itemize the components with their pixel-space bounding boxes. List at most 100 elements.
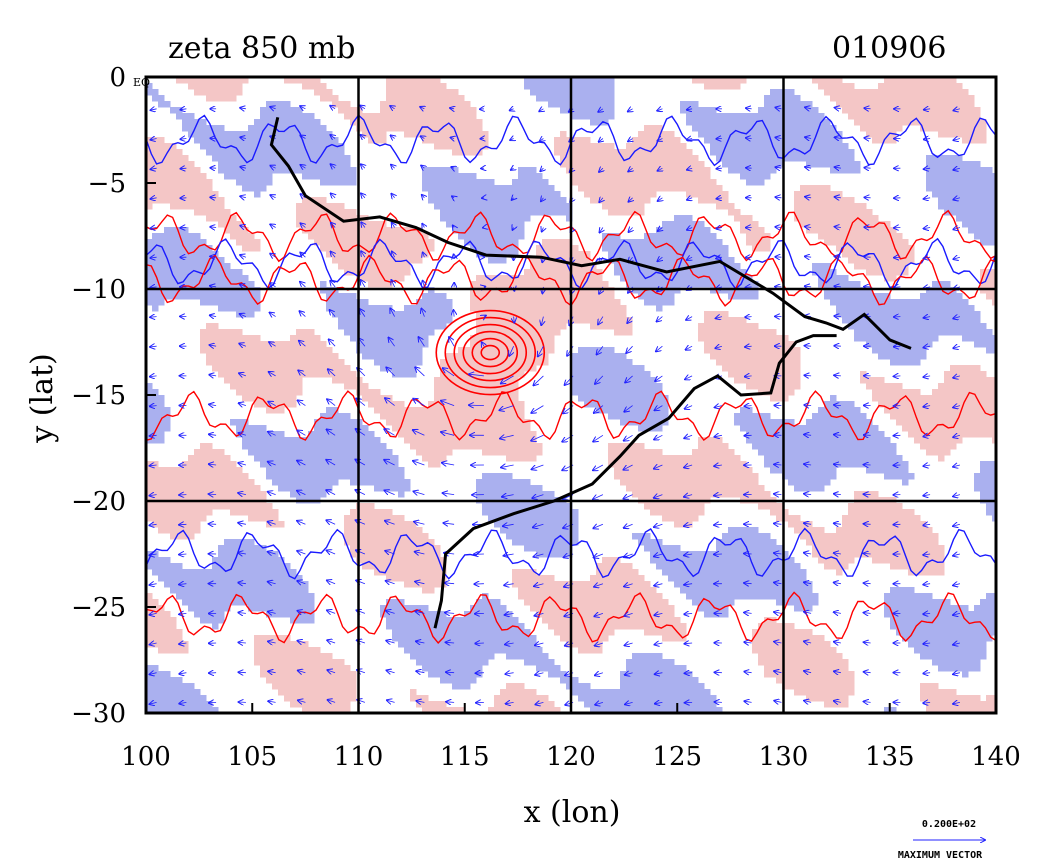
positive-vorticity-cell [362, 245, 369, 252]
positive-vorticity-cell [950, 371, 957, 378]
negative-vorticity-cell [368, 431, 375, 438]
positive-vorticity-cell [482, 311, 489, 318]
negative-vorticity-cell [290, 455, 297, 462]
negative-vorticity-cell [866, 329, 873, 336]
positive-vorticity-cell [860, 113, 867, 120]
positive-vorticity-cell [242, 77, 249, 84]
positive-vorticity-cell [902, 269, 909, 276]
positive-vorticity-cell [950, 83, 957, 90]
negative-vorticity-cell [896, 317, 903, 324]
negative-vorticity-cell [890, 335, 897, 342]
negative-vorticity-cell [266, 155, 273, 162]
negative-vorticity-cell [434, 323, 441, 330]
negative-vorticity-cell [902, 335, 909, 342]
positive-vorticity-cell [530, 281, 537, 288]
negative-vorticity-cell [566, 83, 573, 90]
negative-vorticity-cell [824, 401, 831, 408]
positive-vorticity-cell [794, 359, 801, 366]
positive-vorticity-cell [728, 365, 735, 372]
positive-vorticity-cell [338, 203, 345, 210]
negative-vorticity-cell [902, 353, 909, 360]
negative-vorticity-cell [866, 449, 873, 456]
positive-vorticity-cell [884, 131, 891, 138]
positive-vorticity-cell [956, 407, 963, 414]
positive-vorticity-cell [338, 233, 345, 240]
positive-vorticity-cell [842, 233, 849, 240]
positive-vorticity-cell [464, 413, 471, 420]
negative-vorticity-cell [392, 461, 399, 468]
positive-vorticity-cell [518, 353, 525, 360]
positive-vorticity-cell [164, 185, 171, 192]
negative-vorticity-cell [200, 257, 207, 264]
positive-vorticity-cell [242, 383, 249, 390]
negative-vorticity-cell [626, 371, 633, 378]
positive-vorticity-cell [692, 449, 699, 456]
positive-vorticity-cell [224, 329, 231, 336]
negative-vorticity-cell [650, 407, 657, 414]
negative-vorticity-cell [764, 455, 771, 462]
positive-vorticity-cell [398, 107, 405, 114]
positive-vorticity-cell [746, 239, 753, 246]
negative-vorticity-cell [158, 407, 165, 414]
positive-vorticity-cell [932, 389, 939, 396]
positive-vorticity-cell [536, 275, 543, 282]
positive-vorticity-cell [512, 413, 519, 420]
negative-vorticity-cell [596, 395, 603, 402]
negative-vorticity-cell [494, 233, 501, 240]
negative-vorticity-cell [176, 263, 183, 270]
negative-vorticity-cell [596, 353, 603, 360]
negative-vorticity-cell [776, 443, 783, 450]
positive-vorticity-cell [692, 155, 699, 162]
positive-vorticity-cell [644, 137, 651, 144]
negative-vorticity-cell [410, 359, 417, 366]
positive-vorticity-cell [440, 125, 447, 132]
positive-vorticity-cell [710, 311, 717, 318]
positive-vorticity-cell [392, 95, 399, 102]
positive-vorticity-cell [908, 257, 915, 264]
positive-vorticity-cell [386, 413, 393, 420]
positive-vorticity-cell [236, 383, 243, 390]
negative-vorticity-cell [566, 89, 573, 96]
positive-vorticity-cell [938, 389, 945, 396]
positive-vorticity-cell [410, 101, 417, 108]
positive-vorticity-cell [338, 263, 345, 270]
negative-vorticity-cell [848, 401, 855, 408]
positive-vorticity-cell [494, 449, 501, 456]
negative-vorticity-cell [932, 305, 939, 312]
negative-vorticity-cell [728, 275, 735, 282]
negative-vorticity-cell [650, 419, 657, 426]
positive-vorticity-cell [236, 227, 243, 234]
negative-vorticity-cell [416, 305, 423, 312]
negative-vorticity-cell [572, 371, 579, 378]
positive-vorticity-cell [896, 113, 903, 120]
negative-vorticity-cell [788, 113, 795, 120]
negative-vorticity-cell [464, 215, 471, 222]
negative-vorticity-cell [914, 353, 921, 360]
positive-vorticity-cell [734, 83, 741, 90]
negative-vorticity-cell [428, 329, 435, 336]
positive-vorticity-cell [644, 155, 651, 162]
negative-vorticity-cell [746, 425, 753, 432]
positive-vorticity-cell [428, 455, 435, 462]
negative-vorticity-cell [350, 431, 357, 438]
negative-vorticity-cell [272, 143, 279, 150]
positive-vorticity-cell [854, 107, 861, 114]
negative-vorticity-cell [428, 293, 435, 300]
negative-vorticity-cell [170, 227, 177, 234]
negative-vorticity-cell [494, 209, 501, 216]
positive-vorticity-cell [770, 335, 777, 342]
positive-vorticity-cell [296, 347, 303, 354]
negative-vorticity-cell [320, 155, 327, 162]
positive-vorticity-cell [638, 137, 645, 144]
negative-vorticity-cell [818, 281, 825, 288]
negative-vorticity-cell [986, 167, 993, 174]
positive-vorticity-cell [554, 323, 561, 330]
positive-vorticity-cell [494, 419, 501, 426]
negative-vorticity-cell [470, 203, 477, 210]
negative-vorticity-cell [734, 293, 741, 300]
negative-vorticity-cell [152, 245, 159, 252]
positive-vorticity-cell [332, 233, 339, 240]
negative-vorticity-cell [362, 299, 369, 306]
negative-vorticity-cell [764, 155, 771, 162]
positive-vorticity-cell [734, 215, 741, 222]
